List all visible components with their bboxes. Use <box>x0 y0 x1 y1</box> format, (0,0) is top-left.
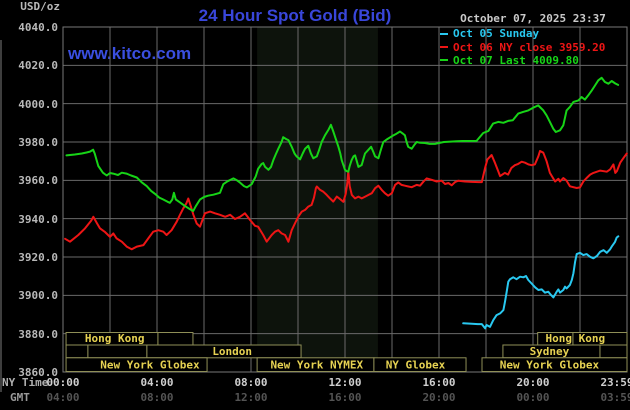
legend-item-oct06: Oct 06 NY close 3959.20 <box>440 40 606 54</box>
x-tick-gmt: 16:00 <box>328 391 362 404</box>
legend-item-oct05: Oct 05 Sunday <box>440 27 605 40</box>
x-tick-ny-time: 00:00 <box>46 376 80 389</box>
y-tick-label: 3920.0 <box>18 251 58 264</box>
x-tick-ny-time: 20:00 <box>516 376 550 389</box>
x-tick-gmt: 04:00 <box>46 391 80 404</box>
x-tick-ny-time: 04:00 <box>140 376 174 389</box>
datetime-label: October 07, 2025 23:37 <box>460 12 606 25</box>
legend-label: Oct 07 Last 4009.80 <box>453 53 579 67</box>
gmt-axis-label: GMT <box>10 391 30 404</box>
y-tick-label: 3880.0 <box>18 327 58 341</box>
x-tick-gmt: 00:00 <box>516 391 550 404</box>
legend-label: Oct 05 Sunday <box>453 27 540 41</box>
y-tick-label: 3980.0 <box>18 136 58 149</box>
session-label: London <box>212 345 252 358</box>
session-label: Sydney <box>530 345 570 358</box>
y-tick-label: 4000.0 <box>18 97 58 111</box>
session-box <box>157 332 194 346</box>
session-label: NY Globex <box>386 359 446 372</box>
x-tick-ny-time: 23:59 <box>600 376 630 389</box>
window-edge-strip <box>0 40 2 392</box>
legend: Oct 05 Sunday Oct 06 NY close 3959.20 Oc… <box>440 27 605 67</box>
x-tick-ny-time: 08:00 <box>234 376 268 389</box>
session-box <box>87 344 148 359</box>
plot-frame <box>62 26 628 373</box>
legend-dash-icon <box>440 59 448 62</box>
y-tick-label: 3900.0 <box>18 289 58 303</box>
y-tick-label: 4040.0 <box>18 21 58 34</box>
x-tick-gmt: 12:00 <box>234 391 268 404</box>
x-tick-gmt: 08:00 <box>140 391 174 404</box>
legend-dash-icon <box>440 32 448 35</box>
y-tick-label: 3940.0 <box>18 212 58 226</box>
legend-item-oct07: Oct 07 Last 4009.80 <box>440 54 605 67</box>
legend-dash-icon <box>440 46 448 49</box>
series-line-oct-06 <box>64 150 628 251</box>
session-box <box>373 357 467 372</box>
session-box <box>65 344 89 359</box>
series-line-oct-07 <box>65 76 620 212</box>
x-tick-ny-time: 12:00 <box>328 376 362 389</box>
session-label: Hong Kong <box>545 332 605 345</box>
y-tick-label: 3960.0 <box>18 174 58 188</box>
session-box <box>65 357 208 372</box>
x-tick-gmt: 03:59 <box>600 391 630 404</box>
session-label: Hong Kong <box>85 332 145 345</box>
y-tick-label: 3860.0 <box>18 366 58 379</box>
x-tick-ny-time: 16:00 <box>422 376 456 389</box>
page-title: 24 Hour Spot Gold (Bid) <box>198 6 392 25</box>
legend-label: Oct 06 NY close 3959.20 <box>453 40 606 54</box>
session-label: New York Globex <box>500 359 600 372</box>
x-tick-gmt: 20:00 <box>422 391 456 404</box>
session-box <box>599 344 628 359</box>
ny-time-axis-label: NY Time <box>2 376 49 389</box>
session-box <box>146 344 302 359</box>
kitco-watermark: www.kitco.com <box>68 44 192 63</box>
nymex-session-band <box>257 27 378 372</box>
unit-label: USD/oz <box>20 0 60 13</box>
session-label: New York Globex <box>100 359 200 372</box>
session-label: New York NYMEX <box>270 359 363 372</box>
y-tick-label: 4020.0 <box>18 59 58 73</box>
session-box <box>481 357 628 372</box>
series-line-oct-05-sunday <box>462 235 620 330</box>
